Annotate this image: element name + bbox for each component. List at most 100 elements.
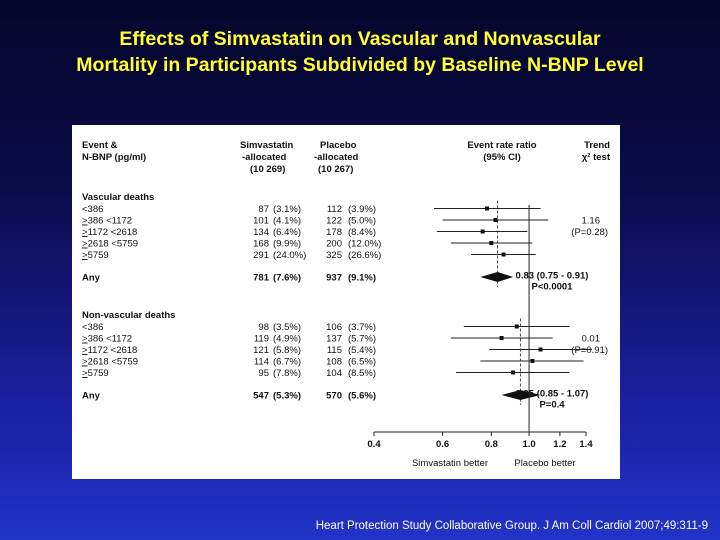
total-placebo-pct-0: (9.1%)	[348, 273, 376, 284]
point-estimate-0-4	[501, 252, 506, 257]
header-trend-test: χ² test	[582, 152, 611, 163]
trend-value-0: 1.16	[582, 216, 601, 227]
forest-plot-panel: Event & N-BNP (pg/ml) Simvastatin -allocate…	[72, 125, 620, 479]
x-tick-label-2: 0.8	[485, 439, 498, 450]
header-ratio-ci: (95% CI)	[483, 152, 520, 163]
row-placebo-1-3: 108	[326, 357, 342, 368]
row-placebo-1-2: 115	[327, 345, 342, 356]
row-simva-pct-0-0: (3.1%)	[273, 204, 301, 215]
row-placebo-1-4: 104	[326, 368, 342, 379]
row-placebo-pct-1-2: (5.4%)	[348, 345, 376, 356]
row-label-0-4: >5759	[82, 250, 109, 261]
forest-plot: Event &N-BNP (pg/ml)Simvastatin-allocate…	[82, 140, 611, 469]
row-label-1-2: >1172 <2618	[82, 345, 137, 356]
slide-title: Effects of Simvastatin on Vascular and N…	[0, 26, 720, 78]
trend-p-1: (P=0.91)	[571, 345, 608, 356]
title-line-1: Effects of Simvastatin on Vascular and N…	[119, 28, 601, 50]
row-simva-0-3: 168	[253, 239, 269, 250]
row-simva-1-0: 98	[258, 322, 269, 333]
x-label-right: Placebo better	[514, 458, 575, 469]
row-placebo-0-4: 325	[326, 250, 342, 261]
row-simva-pct-0-4: (24.0%)	[273, 250, 306, 261]
header-placebo-n: (10 267)	[318, 164, 353, 175]
x-tick-label-4: 1.2	[553, 439, 566, 450]
point-estimate-1-4	[511, 370, 516, 375]
row-simva-pct-0-1: (4.1%)	[273, 216, 301, 227]
row-simva-0-2: 134	[253, 227, 269, 238]
x-tick-label-0: 0.4	[367, 439, 381, 450]
row-simva-pct-0-2: (6.4%)	[273, 227, 301, 238]
row-label-0-2: >1172 <2618	[82, 227, 137, 238]
row-simva-0-4: 291	[253, 250, 269, 261]
row-simva-pct-1-4: (7.8%)	[273, 368, 301, 379]
title-line-2: Mortality in Participants Subdivided by …	[76, 54, 644, 76]
point-estimate-1-0	[514, 324, 519, 329]
total-p-text-0: P<0.0001	[532, 282, 574, 293]
row-placebo-pct-1-4: (8.5%)	[348, 368, 376, 379]
row-simva-pct-1-3: (6.7%)	[273, 357, 301, 368]
row-simva-pct-0-3: (9.9%)	[273, 239, 301, 250]
total-placebo-1: 570	[326, 391, 342, 402]
header-ratio: Event rate ratio	[467, 140, 536, 151]
trend-value-1: 0.01	[582, 334, 601, 345]
row-label-0-3: >2618 <5759	[82, 239, 138, 250]
row-simva-1-2: 121	[253, 345, 269, 356]
header-trend: Trend	[584, 140, 610, 151]
point-estimate-1-1	[499, 336, 504, 340]
total-p-text-1: P=0.4	[539, 400, 565, 411]
row-simva-0-0: 87	[258, 204, 269, 215]
row-placebo-pct-0-3: (12.0%)	[348, 239, 381, 250]
group-title-1: Non-vascular deaths	[82, 310, 175, 321]
point-estimate-0-2	[480, 229, 485, 234]
header-simva-alloc: -allocated	[242, 152, 287, 163]
row-simva-0-1: 101	[253, 216, 269, 227]
group-title-0: Vascular deaths	[82, 192, 154, 203]
point-estimate-0-3	[489, 241, 494, 245]
point-estimate-0-0	[485, 206, 490, 211]
row-label-0-0: <386	[82, 204, 103, 215]
row-label-1-3: >2618 <5759	[82, 357, 138, 368]
total-ci-text-0: 0.83 (0.75 - 0.91)	[516, 271, 589, 282]
total-ci-text-1: 0.95 (0.85 - 1.07)	[516, 389, 589, 400]
header-simva-n: (10 269)	[250, 164, 285, 175]
header-event: Event &	[82, 140, 118, 151]
total-placebo-0: 937	[326, 273, 342, 284]
x-tick-label-1: 0.6	[436, 439, 449, 450]
row-placebo-pct-0-4: (26.6%)	[348, 250, 381, 261]
header-placebo-alloc: -allocated	[314, 152, 359, 163]
header-placebo: Placebo	[320, 140, 357, 151]
row-placebo-pct-1-1: (5.7%)	[348, 334, 376, 345]
row-placebo-0-1: 122	[326, 216, 342, 227]
row-label-1-0: <386	[82, 322, 103, 333]
row-placebo-pct-1-3: (6.5%)	[348, 357, 376, 368]
row-simva-pct-1-0: (3.5%)	[273, 322, 301, 333]
row-simva-pct-1-2: (5.8%)	[273, 345, 301, 356]
row-placebo-pct-0-2: (8.4%)	[348, 227, 376, 238]
row-placebo-pct-0-0: (3.9%)	[348, 204, 376, 215]
total-label-1: Any	[82, 391, 101, 402]
summary-diamond-1	[501, 390, 541, 400]
point-estimate-0-1	[493, 218, 498, 222]
header-nbnp: N-BNP (pg/ml)	[82, 152, 146, 163]
row-placebo-0-0: 112	[327, 204, 342, 215]
trend-p-0: (P=0.28)	[571, 227, 608, 238]
summary-diamond-0	[480, 272, 514, 282]
row-label-0-1: >386 <1172	[82, 216, 132, 227]
row-placebo-0-3: 200	[326, 239, 342, 250]
row-placebo-pct-1-0: (3.7%)	[348, 322, 376, 333]
row-label-1-4: >5759	[82, 368, 109, 379]
total-simva-1: 547	[253, 391, 269, 402]
header-simva: Simvastatin	[240, 140, 294, 151]
total-label-0: Any	[82, 273, 101, 284]
row-simva-1-3: 114	[254, 357, 269, 368]
row-placebo-pct-0-1: (5.0%)	[348, 216, 376, 227]
total-placebo-pct-1: (5.6%)	[348, 391, 376, 402]
row-placebo-1-0: 106	[326, 322, 342, 333]
row-label-1-1: >386 <1172	[82, 334, 132, 345]
x-tick-label-3: 1.0	[522, 439, 535, 450]
total-simva-pct-1: (5.3%)	[273, 391, 301, 402]
row-simva-1-4: 95	[258, 368, 269, 379]
row-simva-pct-1-1: (4.9%)	[273, 334, 301, 345]
point-estimate-1-3	[530, 359, 535, 363]
total-simva-0: 781	[253, 273, 270, 284]
